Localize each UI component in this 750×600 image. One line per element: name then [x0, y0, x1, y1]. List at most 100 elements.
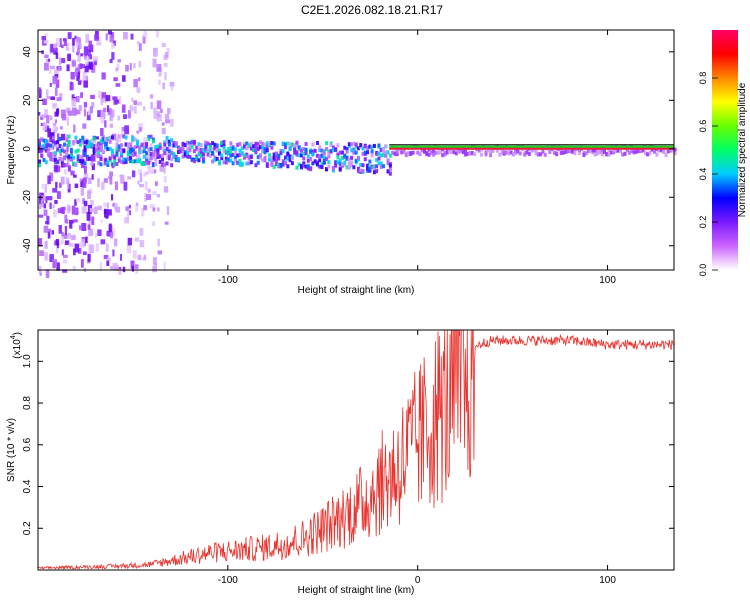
noise-pixel [129, 63, 132, 71]
band-pixel [377, 151, 381, 156]
noise-pixel [115, 67, 119, 72]
noise-pixel [66, 204, 71, 214]
noise-pixel [49, 115, 53, 121]
band-pixel [120, 151, 124, 156]
band-pixel [527, 151, 531, 156]
band-pixel [284, 142, 288, 147]
band-pixel [97, 161, 101, 166]
band-pixel [236, 160, 240, 165]
band-pixel [167, 149, 171, 154]
noise-pixel [85, 236, 88, 244]
band-pixel [204, 143, 208, 148]
band-pixel [133, 137, 137, 142]
noise-pixel [157, 250, 163, 255]
noise-pixel [60, 133, 66, 141]
noise-pixel [49, 82, 52, 87]
band-pixel [199, 147, 203, 152]
band-pixel [229, 141, 233, 146]
noise-pixel [80, 159, 85, 169]
band-pixel [325, 147, 329, 152]
band-pixel [441, 153, 445, 158]
band-pixel [53, 151, 57, 156]
noise-pixel [49, 172, 54, 182]
noise-pixel [154, 181, 158, 186]
band-pixel [331, 145, 335, 150]
band-pixel [290, 156, 294, 161]
band-pixel [261, 145, 265, 150]
noise-pixel [67, 53, 71, 62]
noise-pixel [71, 98, 77, 107]
noise-pixel [48, 58, 51, 62]
noise-pixel [127, 110, 131, 119]
band-pixel [174, 141, 178, 146]
noise-pixel [139, 240, 145, 248]
band-pixel [541, 148, 545, 153]
band-pixel [345, 147, 349, 152]
band-pixel [418, 151, 422, 156]
noise-pixel [157, 79, 161, 85]
band-pixel [44, 139, 48, 144]
band-pixel [165, 135, 169, 140]
band-pixel [644, 151, 648, 156]
noise-pixel [43, 225, 49, 233]
band-pixel [156, 144, 160, 149]
band-pixel [222, 148, 226, 153]
noise-pixel [109, 35, 115, 43]
colorbar-tick-label: 0.8 [698, 72, 708, 85]
band-pixel [58, 136, 62, 141]
band-pixel [163, 148, 167, 153]
band-pixel [122, 134, 126, 139]
noise-pixel [156, 111, 160, 118]
band-pixel [571, 149, 575, 154]
band-pixel [151, 163, 155, 168]
band-pixel [459, 148, 463, 153]
band-pixel [79, 159, 83, 164]
noise-pixel [97, 90, 102, 99]
band-pixel [192, 149, 196, 154]
noise-pixel [118, 268, 122, 275]
band-pixel [673, 147, 677, 152]
band-pixel [74, 135, 78, 140]
band-pixel [247, 143, 251, 148]
band-pixel [83, 145, 87, 150]
band-pixel [124, 142, 128, 147]
band-pixel [318, 153, 322, 158]
band-pixel [222, 139, 226, 144]
band-pixel [233, 150, 237, 155]
band-pixel [543, 152, 547, 157]
noise-pixel [114, 99, 120, 104]
band-pixel [47, 152, 51, 157]
band-pixel [304, 151, 308, 156]
band-pixel [327, 160, 331, 165]
band-pixel [486, 148, 490, 153]
band-pixel [190, 140, 194, 145]
band-pixel [375, 151, 379, 156]
noise-pixel [161, 42, 166, 48]
band-pixel [322, 151, 326, 156]
band-pixel [202, 158, 206, 163]
band-pixel [281, 141, 285, 146]
band-pixel [284, 145, 288, 150]
colorbar-tick-label: 0.2 [698, 216, 708, 229]
noise-pixel [44, 240, 48, 249]
band-pixel [334, 163, 338, 168]
chart-title: C2E1.2026.082.18.21.R17 [301, 3, 443, 17]
band-pixel [63, 149, 67, 154]
noise-pixel [87, 253, 91, 262]
band-pixel [593, 148, 597, 153]
band-pixel [402, 149, 406, 154]
band-pixel [623, 151, 627, 156]
band-pixel [176, 149, 180, 154]
band-pixel [662, 149, 666, 154]
band-pixel [350, 155, 354, 160]
band-pixel [600, 149, 604, 154]
band-pixel [299, 153, 303, 158]
band-pixel [110, 154, 114, 159]
noise-pixel [151, 221, 156, 227]
band-pixel [97, 154, 101, 159]
band-pixel [161, 162, 165, 167]
band-pixel [382, 150, 386, 155]
band-pixel [258, 153, 262, 158]
band-pixel [329, 149, 333, 154]
band-pixel [44, 160, 48, 165]
